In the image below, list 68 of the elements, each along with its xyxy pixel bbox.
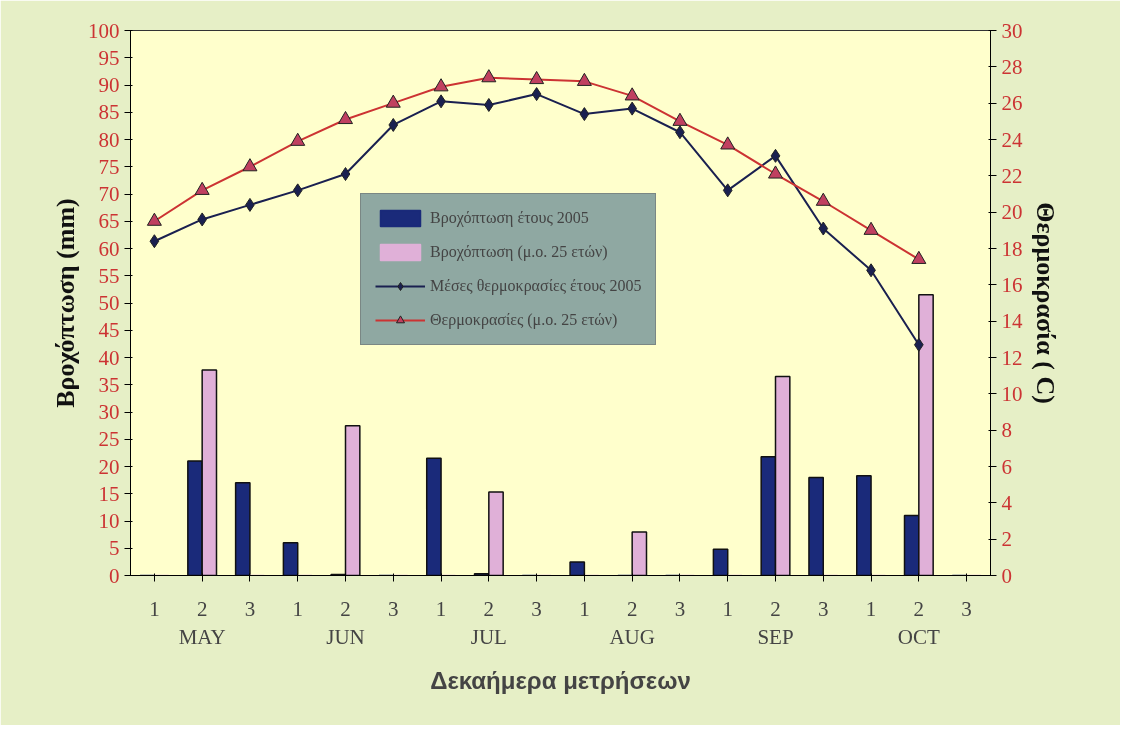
y-tick-label: 60 bbox=[98, 236, 120, 261]
y2-tick-label: 24 bbox=[1001, 127, 1023, 152]
x-tick-label: 1 bbox=[579, 596, 590, 621]
x-tick-label: 2 bbox=[626, 596, 638, 621]
text: JUN bbox=[326, 624, 365, 649]
y2-tick-label: 22 bbox=[1001, 163, 1023, 188]
y-tick-label: 15 bbox=[98, 481, 120, 506]
legend-label: Θερμοκρασίες (μ.ο. 25 ετών) bbox=[430, 311, 618, 329]
y2-tick-label: 14 bbox=[1001, 309, 1023, 334]
x-tick-label: 1 bbox=[435, 596, 447, 621]
y-tick-label: 5 bbox=[109, 536, 120, 561]
text: SEP bbox=[757, 624, 794, 649]
x-tick-label: 3 bbox=[818, 596, 829, 621]
y-tick-label: 40 bbox=[98, 345, 120, 370]
y-axis-title: Βροχόπτωση (mm) bbox=[51, 198, 80, 408]
x-tick-label: 3 bbox=[388, 596, 399, 621]
y-tick-label: 70 bbox=[98, 182, 120, 206]
y-tick-label: 20 bbox=[98, 454, 120, 479]
x-tick-label: 2 bbox=[913, 596, 925, 621]
x-axis-title: Δεκαήμερα μετρήσεων bbox=[430, 666, 691, 694]
y2-tick-label: 4 bbox=[1001, 490, 1013, 515]
y-tick-label: 65 bbox=[98, 209, 120, 234]
y2-tick-label: 28 bbox=[1001, 54, 1023, 79]
y2-tick-label: 30 bbox=[1001, 18, 1023, 43]
y-tick-label: 75 bbox=[98, 154, 120, 179]
text: JUL bbox=[470, 624, 507, 649]
x-tick-label: 3 bbox=[674, 596, 686, 621]
y2-tick-label: 2 bbox=[1001, 527, 1012, 552]
y-tick-label: 45 bbox=[98, 318, 120, 343]
y-tick-label: 55 bbox=[98, 263, 120, 288]
x-tick-label: 3 bbox=[961, 596, 972, 621]
legend-label: Βροχόπτωση έτους 2005 bbox=[430, 209, 589, 227]
text: OCT bbox=[897, 624, 941, 649]
text: MAY bbox=[178, 624, 226, 649]
y2-tick-label: 8 bbox=[1001, 418, 1012, 443]
y-tick-label: 85 bbox=[98, 100, 120, 125]
y2-tick-label: 6 bbox=[1001, 454, 1012, 479]
y2-tick-label: 12 bbox=[1001, 345, 1023, 370]
x-tick-label: 3 bbox=[244, 596, 256, 621]
x-tick-label: 1 bbox=[722, 596, 733, 621]
x-tick-label: 2 bbox=[770, 596, 781, 621]
y-tick-label: 25 bbox=[98, 427, 120, 452]
x-tick-label: 2 bbox=[483, 596, 495, 621]
text: AUG bbox=[609, 624, 655, 649]
y-tick-label: 95 bbox=[98, 45, 120, 70]
y-tick-label: 90 bbox=[98, 73, 120, 97]
legend-label: Βροχόπτωση (μ.ο. 25 ετών) bbox=[430, 243, 608, 261]
y-tick-label: 35 bbox=[98, 372, 120, 397]
y-tick-label: 10 bbox=[98, 509, 120, 533]
y2-tick-label: 16 bbox=[1001, 272, 1023, 297]
x-tick-label: 3 bbox=[531, 596, 542, 621]
y-tick-label: 0 bbox=[109, 563, 120, 588]
x-tick-label: 1 bbox=[292, 596, 303, 621]
y2-tick-label: 0 bbox=[1001, 563, 1012, 588]
y2-tick-label: 18 bbox=[1001, 236, 1023, 261]
y2-tick-label: 20 bbox=[1001, 200, 1023, 225]
x-tick-label: 2 bbox=[196, 596, 208, 621]
y-tick-label: 50 bbox=[98, 291, 120, 315]
x-tick-label: 1 bbox=[149, 596, 160, 621]
y-tick-label: 30 bbox=[98, 400, 120, 424]
y2-tick-label: 26 bbox=[1001, 91, 1023, 116]
x-tick-label: 1 bbox=[865, 596, 877, 621]
y-tick-label: 100 bbox=[88, 18, 120, 43]
y-tick-label: 80 bbox=[98, 127, 120, 152]
y2-tick-label: 10 bbox=[1001, 381, 1023, 406]
y2-axis-title: Θερμοκρασία ( C) bbox=[1030, 202, 1060, 404]
x-tick-label: 2 bbox=[340, 596, 351, 621]
legend-label: Μέσες θερμοκρασίες έτους 2005 bbox=[430, 277, 642, 295]
